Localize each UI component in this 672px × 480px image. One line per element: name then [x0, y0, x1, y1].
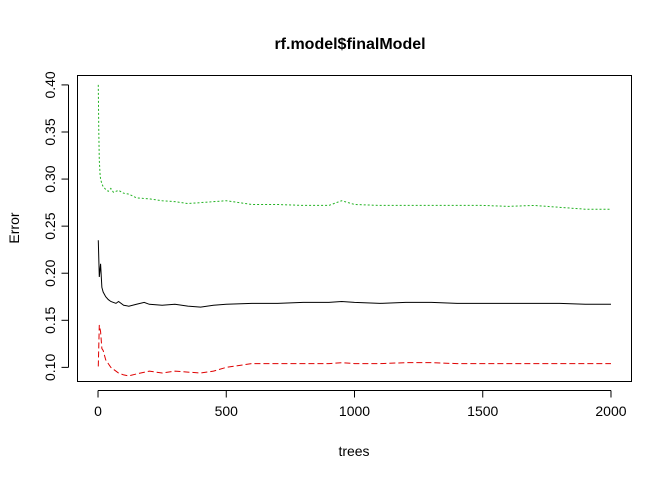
series-group: [97, 84, 611, 377]
x-axis-label: trees: [338, 443, 369, 459]
plot-frame: [77, 75, 632, 382]
x-tick-label: 0: [94, 403, 102, 419]
y-tick-label: 0.10: [42, 354, 58, 381]
y-tick-label: 0.30: [42, 165, 58, 192]
y-tick-label: 0.25: [42, 212, 58, 239]
series-line-1: [97, 240, 611, 308]
chart-title: rf.model$finalModel: [274, 36, 425, 53]
x-tick-label: 2000: [595, 403, 626, 419]
x-axis: 0 500 1000 1500 2000: [94, 390, 627, 419]
y-tick-label: 0.35: [42, 118, 58, 145]
y-tick-label: 0.20: [42, 259, 58, 286]
y-axis: 0.10 0.15 0.20 0.25 0.30 0.35 0.40: [42, 71, 69, 381]
x-tick-label: 1000: [339, 403, 370, 419]
series-line-3: [97, 84, 611, 210]
x-tick-label: 500: [215, 403, 239, 419]
x-tick-label: 1500: [467, 403, 498, 419]
series-line-2: [97, 324, 611, 377]
y-tick-label: 0.15: [42, 306, 58, 333]
y-tick-label: 0.40: [42, 71, 58, 98]
y-axis-label: Error: [6, 212, 22, 243]
